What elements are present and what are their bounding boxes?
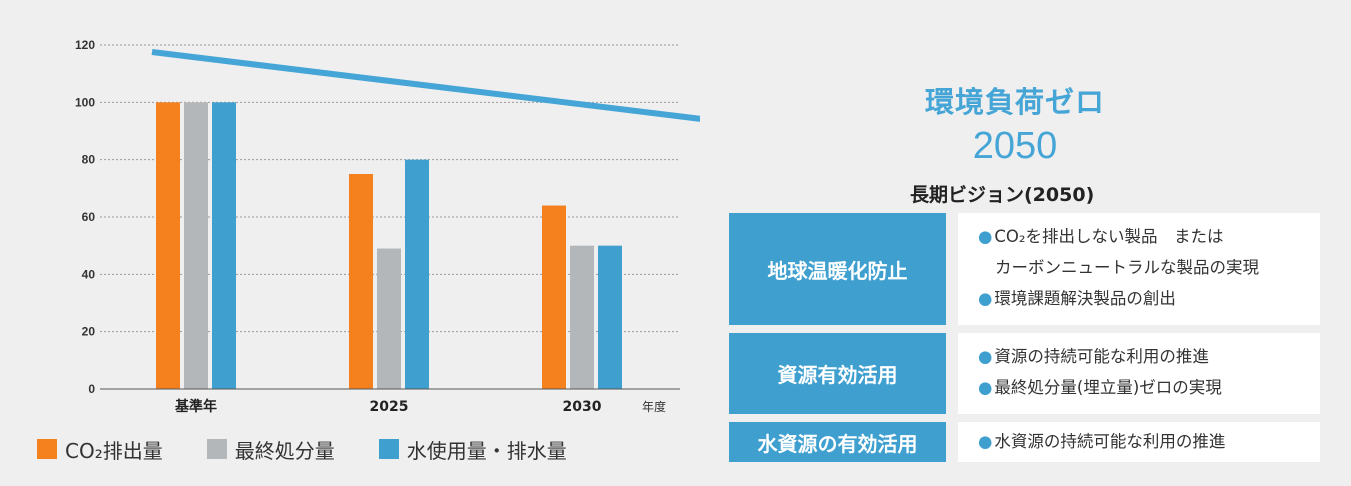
legend-swatch-co2 [37, 439, 57, 459]
bar [156, 102, 180, 389]
vision-list-item: ● CO₂を排出しない製品 または [978, 221, 1320, 252]
y-tick-label: 60 [82, 210, 96, 224]
bullet-icon: ● [978, 289, 993, 308]
vision-row-climate: 地球温暖化防止 ● CO₂を排出しない製品 または カーボンニュートラルな製品の実… [729, 213, 1320, 325]
x-category-label: 2030 [563, 399, 602, 415]
bar [184, 102, 208, 389]
legend-item-co2: CO₂排出量 [37, 435, 163, 464]
y-tick-label: 100 [75, 95, 95, 109]
y-tick-label: 0 [88, 382, 95, 396]
trend-arrow [151, 49, 700, 122]
y-tick-label: 80 [82, 153, 96, 167]
y-axis-ticks: 0 20 40 60 80 100 120 [75, 38, 95, 396]
legend-item-waste: 最終処分量 [206, 435, 335, 464]
x-category-label: 基準年 [175, 398, 217, 415]
bar [542, 205, 566, 389]
vision-row-resources: 資源有効活用 ● 資源の持続可能な利用の推進 ● 最終処分量(埋立量)ゼロの実現 [729, 333, 1320, 414]
vision-list-item: カーボンニュートラルな製品の実現 [978, 252, 1320, 283]
bar [405, 159, 429, 389]
vision-item-text: 資源の持続可能な利用の推進 [994, 347, 1209, 366]
vision-item-text: 水資源の持続可能な利用の推進 [994, 432, 1226, 451]
vision-row-heading: 資源有効活用 [729, 333, 946, 414]
bar [349, 174, 373, 389]
legend-swatch-waste [206, 439, 227, 459]
vision-list-item: ● 環境課題解決製品の創出 [978, 283, 1320, 314]
legend-label-waste: 最終処分量 [234, 438, 335, 463]
legend-label-co2: CO₂排出量 [65, 438, 163, 463]
bar [598, 245, 622, 389]
bar [212, 102, 236, 389]
goal-title: 環境負荷ゼロ [924, 85, 1105, 119]
chart-legend: CO₂排出量 最終処分量 水使用量・排水量 [37, 434, 611, 464]
vision-item-text: 環境課題解決製品の創出 [994, 289, 1176, 308]
vision-list-item: ● 水資源の持続可能な利用の推進 [978, 426, 1320, 457]
arrow-shaft [151, 49, 700, 122]
bullet-icon: ● [978, 227, 993, 246]
vision-item-text: カーボンニュートラルな製品の実現 [995, 258, 1259, 277]
bar [570, 245, 594, 389]
x-axis-categories: 基準年 2025 2030 [175, 398, 602, 415]
vision-list-item: ● 資源の持続可能な利用の推進 [978, 341, 1320, 372]
vision-item-text: 最終処分量(埋立量)ゼロの実現 [994, 378, 1222, 397]
legend-item-water: 水使用量・排水量 [378, 435, 567, 464]
bullet-icon: ● [978, 432, 993, 451]
x-category-label: 2025 [370, 399, 409, 415]
bullet-icon: ● [978, 347, 993, 366]
vision-row-body: ● 水資源の持続可能な利用の推進 [958, 422, 1320, 462]
y-tick-label: 120 [75, 38, 95, 52]
vision-row-body: ● CO₂を排出しない製品 または カーボンニュートラルな製品の実現 ● 環境課題解… [958, 213, 1320, 325]
vision-list-item: ● 最終処分量(埋立量)ゼロの実現 [978, 372, 1320, 403]
legend-label-water: 水使用量・排水量 [406, 438, 567, 463]
goal-year: 2050 [972, 125, 1058, 167]
vision-title: 長期ビジョン(2050) [910, 184, 1095, 206]
bars [156, 102, 622, 389]
bullet-icon: ● [978, 378, 993, 397]
y-tick-label: 20 [82, 325, 96, 339]
vision-row-heading: 地球温暖化防止 [729, 213, 946, 325]
vision-row-body: ● 資源の持続可能な利用の推進 ● 最終処分量(埋立量)ゼロの実現 [958, 333, 1320, 414]
vision-row-heading: 水資源の有効活用 [729, 422, 946, 462]
vision-row-water: 水資源の有効活用 ● 水資源の持続可能な利用の推進 [729, 422, 1320, 462]
bar [377, 248, 401, 389]
bar-chart: 0 20 40 60 80 100 120 基準年 2025 2030 年度 [75, 38, 700, 415]
x-axis-unit-label: 年度 [642, 399, 666, 414]
vision-item-text: CO₂を排出しない製品 または [994, 227, 1224, 246]
legend-swatch-water [378, 439, 399, 459]
y-tick-label: 40 [82, 267, 96, 281]
